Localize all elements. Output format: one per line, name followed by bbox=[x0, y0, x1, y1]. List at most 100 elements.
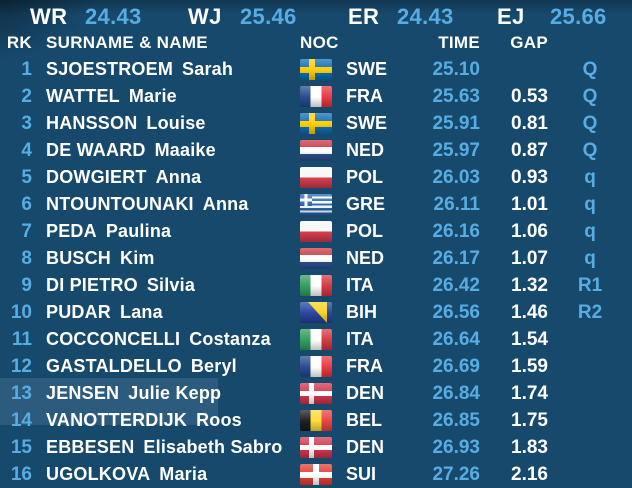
noc-code: ITA bbox=[346, 329, 374, 349]
given-name: Maria bbox=[159, 464, 208, 484]
surname: UGOLKOVA bbox=[46, 464, 151, 484]
flag-swe-icon bbox=[300, 113, 332, 134]
given-name: Silvia bbox=[146, 275, 196, 295]
given-name: Lana bbox=[120, 302, 163, 322]
world-junior-record-value: 25.46 bbox=[240, 4, 297, 29]
surname: DOWGIERT bbox=[46, 167, 147, 187]
table-row: 7 PEDA Paulina POL 26.16 1.06 q bbox=[0, 218, 632, 245]
gap-value: 1.46 bbox=[511, 302, 548, 323]
flag-ita-icon bbox=[300, 275, 332, 296]
flag-bih-icon bbox=[300, 302, 332, 323]
european-junior-record-label: EJ bbox=[497, 4, 525, 29]
rank: 14 bbox=[10, 410, 32, 431]
result-time: 26.69 bbox=[432, 356, 480, 377]
rank: 13 bbox=[10, 383, 32, 404]
gap-value: 1.74 bbox=[511, 383, 548, 404]
swimmer-name: NTOUNTOUNAKI Anna bbox=[42, 191, 300, 218]
noc-code: SWE bbox=[346, 113, 388, 133]
surname: VANOTTERDIJK bbox=[46, 410, 188, 430]
gap-value: 0.81 bbox=[511, 113, 548, 134]
noc-code: NED bbox=[346, 248, 385, 268]
gap-value: 2.16 bbox=[511, 464, 548, 485]
gap-value: 0.53 bbox=[511, 86, 548, 107]
result-time: 26.93 bbox=[432, 437, 480, 458]
rank: 8 bbox=[21, 248, 32, 269]
surname: EBBESEN bbox=[46, 437, 135, 457]
qualification-status: R1 bbox=[577, 275, 603, 296]
swimmer-name: DOWGIERT Anna bbox=[42, 164, 300, 191]
qualification-status: q bbox=[584, 194, 596, 215]
given-name: Anna bbox=[155, 167, 202, 187]
table-row: 1 SJOESTROEM Sarah SWE 25.10 Q bbox=[0, 56, 632, 83]
noc-code: DEN bbox=[346, 383, 385, 403]
surname: WATTEL bbox=[46, 86, 120, 106]
swimmer-name: DE WAARD Maaike bbox=[42, 137, 300, 164]
result-time: 26.11 bbox=[433, 194, 481, 215]
qualification-status: Q bbox=[582, 113, 598, 134]
rank: 16 bbox=[10, 464, 32, 485]
swimmer-name: WATTEL Marie bbox=[42, 83, 300, 110]
surname: DI PIETRO bbox=[46, 275, 138, 295]
gap-value: 1.75 bbox=[511, 410, 548, 431]
rank: 6 bbox=[21, 194, 32, 215]
world-record-value: 24.43 bbox=[85, 4, 142, 29]
column-header-gap: GAP bbox=[510, 33, 548, 52]
table-row: 4 DE WAARD Maaike NED 25.97 0.87 Q bbox=[0, 137, 632, 164]
swimmer-name: PEDA Paulina bbox=[42, 218, 300, 245]
result-time: 26.85 bbox=[432, 410, 480, 431]
table-row: 13 JENSEN Julie Kepp DEN 26.84 1.74 bbox=[0, 380, 632, 407]
given-name: Julie Kepp bbox=[128, 383, 222, 403]
noc-code: FRA bbox=[346, 86, 383, 106]
swimmer-name: BUSCH Kim bbox=[42, 245, 300, 272]
result-time: 25.10 bbox=[432, 59, 480, 80]
gap-value: 0.87 bbox=[511, 140, 548, 161]
given-name: Paulina bbox=[105, 221, 172, 241]
column-header-time: TIME bbox=[438, 33, 480, 52]
table-row: 9 DI PIETRO Silvia ITA 26.42 1.32 R1 bbox=[0, 272, 632, 299]
swimmer-name: DI PIETRO Silvia bbox=[42, 272, 300, 299]
results-table: 1 SJOESTROEM Sarah SWE 25.10 Q 2 WATTEL Ma… bbox=[0, 56, 632, 488]
noc-code: SWE bbox=[346, 59, 388, 79]
table-header: RK SURNAME & NAME NOC TIME GAP bbox=[0, 31, 632, 55]
table-row: 16 UGOLKOVA Maria SUI 27.26 2.16 bbox=[0, 461, 632, 488]
european-junior-record-value: 25.66 bbox=[550, 4, 607, 29]
swimmer-name: UGOLKOVA Maria bbox=[42, 461, 300, 488]
noc-code: SUI bbox=[346, 464, 377, 484]
result-time: 26.84 bbox=[432, 383, 480, 404]
rank: 1 bbox=[21, 59, 32, 80]
world-record-label: WR bbox=[30, 4, 68, 29]
flag-gre-icon bbox=[300, 194, 332, 215]
result-time: 26.42 bbox=[432, 275, 480, 296]
flag-swe-icon bbox=[300, 59, 332, 80]
noc-code: FRA bbox=[346, 356, 383, 376]
rank: 7 bbox=[21, 221, 32, 242]
noc-code: BIH bbox=[346, 302, 377, 322]
column-header-noc: NOC bbox=[300, 33, 339, 52]
surname: JENSEN bbox=[46, 383, 120, 403]
surname: SJOESTROEM bbox=[46, 59, 174, 79]
qualification-status: q bbox=[584, 167, 596, 188]
swimmer-name: COCCONCELLI Costanza bbox=[42, 326, 300, 353]
table-row: 11 COCCONCELLI Costanza ITA 26.64 1.54 bbox=[0, 326, 632, 353]
table-row: 6 NTOUNTOUNAKI Anna GRE 26.11 1.01 q bbox=[0, 191, 632, 218]
qualification-status: q bbox=[584, 248, 596, 269]
records-strip: WR 24.43 WJ 25.46 ER 24.43 EJ 25.66 bbox=[0, 4, 632, 30]
rank: 2 bbox=[21, 86, 32, 107]
gap-value: 0.93 bbox=[511, 167, 548, 188]
gap-value: 1.32 bbox=[511, 275, 548, 296]
flag-ned-icon bbox=[300, 140, 332, 161]
flag-fra-icon bbox=[300, 356, 332, 377]
table-row: 12 GASTALDELLO Beryl FRA 26.69 1.59 bbox=[0, 353, 632, 380]
given-name: Louise bbox=[146, 113, 206, 133]
rank: 9 bbox=[21, 275, 32, 296]
flag-den-icon bbox=[300, 437, 332, 458]
given-name: Elisabeth Sabro bbox=[143, 437, 283, 457]
flag-fra-icon bbox=[300, 86, 332, 107]
surname: GASTALDELLO bbox=[46, 356, 182, 376]
flag-bel-icon bbox=[300, 410, 332, 431]
swimmer-name: VANOTTERDIJK Roos bbox=[42, 407, 300, 434]
flag-den-icon bbox=[300, 383, 332, 404]
given-name: Beryl bbox=[190, 356, 237, 376]
qualification-status: q bbox=[584, 221, 596, 242]
